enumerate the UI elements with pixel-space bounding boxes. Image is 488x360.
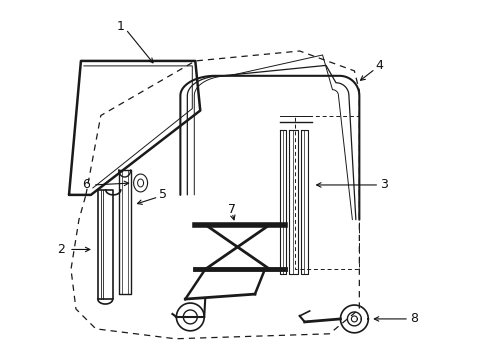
Text: 3: 3 [380, 179, 387, 192]
Text: 6: 6 [82, 179, 90, 192]
Text: 1: 1 [117, 20, 124, 33]
Text: 4: 4 [374, 59, 383, 72]
Text: 5: 5 [159, 188, 167, 201]
Text: 8: 8 [409, 312, 417, 325]
Text: 7: 7 [227, 203, 236, 216]
Text: 2: 2 [57, 243, 65, 256]
